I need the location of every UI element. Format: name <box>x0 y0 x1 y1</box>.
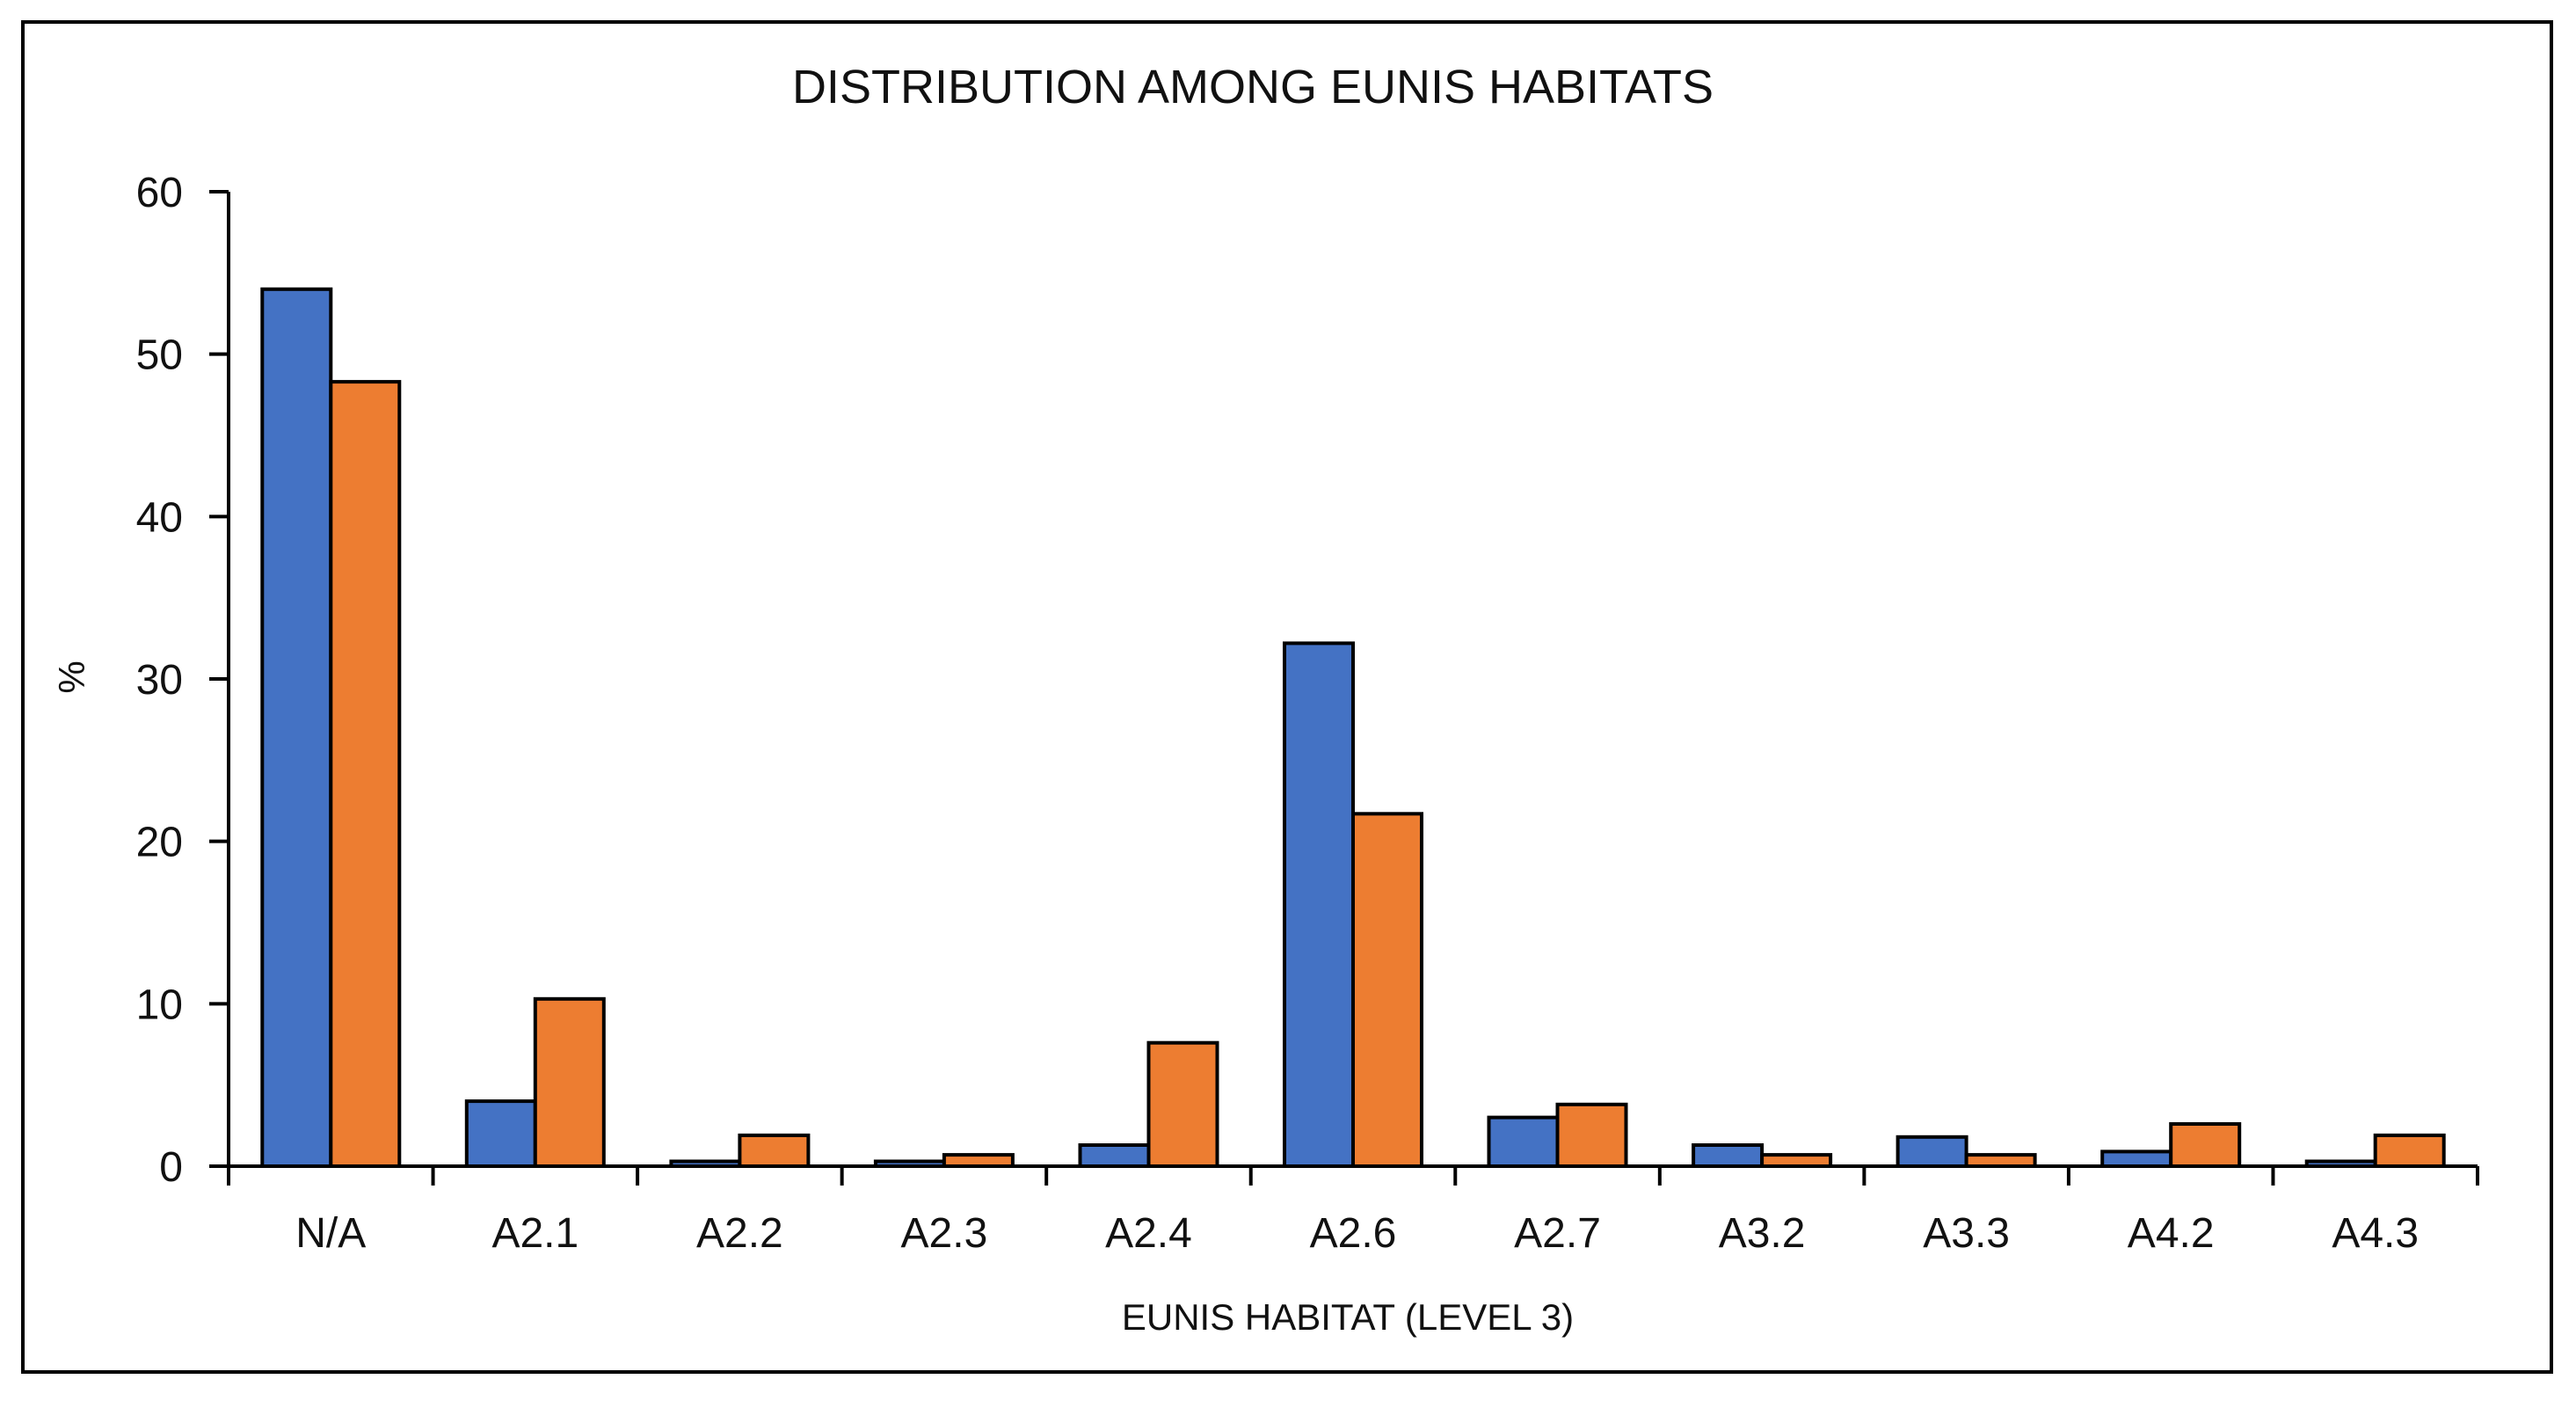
bar-series-1-N/A <box>260 287 333 1168</box>
y-axis-title: % <box>51 660 92 693</box>
x-tick-label: A2.3 <box>901 1210 988 1257</box>
bar-series-1-A3.2 <box>1692 1143 1765 1168</box>
bar-series-2-A2.6 <box>1351 812 1423 1168</box>
bar-series-1-A3.3 <box>1896 1135 1968 1169</box>
x-tick-label: N/A <box>295 1210 366 1257</box>
x-tick-label: A2.4 <box>1105 1210 1192 1257</box>
y-tick-label: 50 <box>136 332 183 379</box>
x-tick-label: A3.3 <box>1923 1210 2010 1257</box>
x-tick-label: A2.6 <box>1310 1210 1397 1257</box>
x-tick-label: A4.3 <box>2332 1210 2419 1257</box>
y-tick-label: 40 <box>136 494 183 541</box>
x-tick-label: A2.1 <box>491 1210 579 1257</box>
y-tick-label: 0 <box>159 1144 183 1191</box>
x-tick-label: A2.7 <box>1514 1210 1601 1257</box>
x-tick-label: A2.2 <box>696 1210 783 1257</box>
x-tick-label: A4.2 <box>2128 1210 2215 1257</box>
bar-series-2-A4.3 <box>2373 1133 2446 1169</box>
bar-series-1-A2.7 <box>1487 1115 1560 1168</box>
bar-series-1-A4.2 <box>2100 1149 2173 1169</box>
y-tick-label: 10 <box>136 981 183 1028</box>
bar-series-2-N/A <box>329 380 402 1169</box>
bar-series-1-A2.1 <box>464 1099 537 1168</box>
y-tick-label: 60 <box>136 170 183 216</box>
bar-series-2-A4.2 <box>2169 1122 2242 1168</box>
bar-series-1-A2.4 <box>1078 1143 1151 1168</box>
bar-series-1-A2.6 <box>1283 641 1355 1168</box>
y-tick-label: 20 <box>136 820 183 866</box>
x-axis-title: EUNIS HABITAT (LEVEL 3) <box>1122 1296 1574 1338</box>
y-tick-label: 30 <box>136 657 183 704</box>
x-tick-label: A3.2 <box>1719 1210 1806 1257</box>
bar-series-2-A2.7 <box>1555 1102 1628 1169</box>
bars-layer <box>260 287 2446 1169</box>
bar-series-2-A2.4 <box>1146 1040 1219 1168</box>
chart-title: DISTRIBUTION AMONG EUNIS HABITATS <box>792 61 1714 113</box>
bar-series-2-A2.1 <box>533 996 606 1169</box>
axes-layer: 0 10 20 30 40 50 60 N/A A2.1 A2.2 A2.3 A2.4 A2.6 A2.7… <box>136 170 2479 1257</box>
bar-series-2-A2.2 <box>738 1133 811 1169</box>
